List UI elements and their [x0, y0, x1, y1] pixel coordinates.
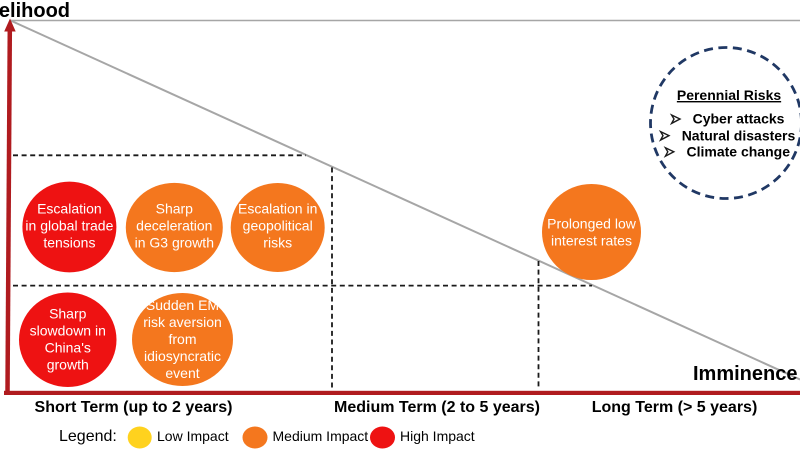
svg-text:Escalation in: Escalation in [238, 201, 317, 217]
svg-text:Prolonged low: Prolonged low [547, 216, 637, 232]
svg-text:geopolitical: geopolitical [243, 218, 313, 234]
svg-text:risks: risks [263, 235, 292, 251]
svg-text:Medium Impact: Medium Impact [273, 428, 369, 444]
svg-text:tensions: tensions [43, 235, 95, 251]
svg-text:Sharp: Sharp [49, 306, 87, 322]
svg-text:interest rates: interest rates [551, 233, 632, 249]
svg-text:Sharp: Sharp [156, 201, 194, 217]
svg-text:Long Term (> 5 years): Long Term (> 5 years) [592, 399, 758, 416]
svg-text:Climate change: Climate change [687, 144, 791, 160]
svg-text:Likelihood: Likelihood [0, 0, 70, 22]
svg-text:Natural disasters: Natural disasters [682, 127, 796, 143]
svg-text:Cyber attacks: Cyber attacks [693, 111, 785, 127]
svg-text:Imminence: Imminence [693, 363, 797, 385]
svg-text:in global trade: in global trade [25, 218, 113, 234]
svg-text:deceleration: deceleration [136, 218, 212, 234]
svg-text:risk aversion: risk aversion [143, 314, 222, 330]
svg-text:from: from [169, 331, 197, 347]
svg-text:Perennial Risks: Perennial Risks [677, 87, 781, 103]
svg-text:slowdown in: slowdown in [30, 323, 106, 339]
svg-text:China's: China's [45, 340, 91, 356]
svg-text:Short Term (up to 2 years): Short Term (up to 2 years) [35, 399, 233, 416]
svg-text:Medium Term (2 to 5 years): Medium Term (2 to 5 years) [334, 399, 540, 416]
svg-text:Sudden EM: Sudden EM [146, 297, 219, 313]
svg-text:High Impact: High Impact [400, 428, 475, 444]
svg-text:idiosyncratic: idiosyncratic [144, 348, 221, 364]
svg-text:Escalation: Escalation [37, 201, 102, 217]
svg-text:in G3 growth: in G3 growth [135, 235, 214, 251]
svg-text:event: event [165, 365, 199, 381]
svg-text:Low Impact: Low Impact [157, 428, 229, 444]
svg-text:Legend:: Legend: [59, 428, 117, 445]
svg-text:growth: growth [47, 357, 89, 373]
